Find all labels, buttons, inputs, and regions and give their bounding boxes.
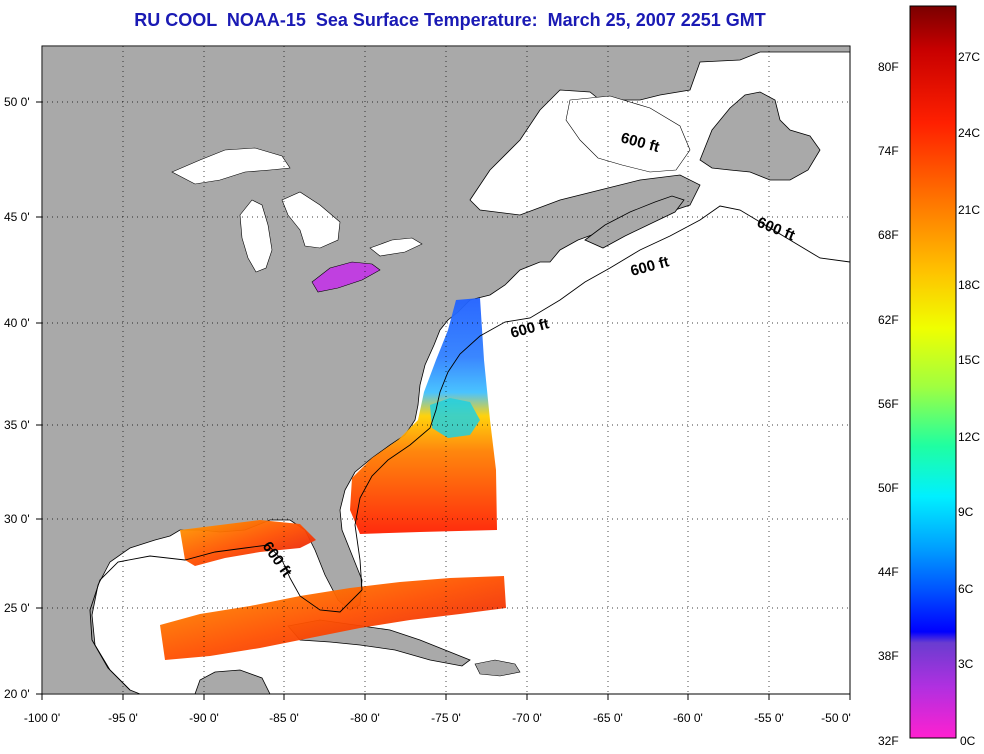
colorbar-celsius-label: 18C [958, 278, 980, 292]
colorbar-fahrenheit-label: 50F [878, 481, 899, 495]
yucatan-land [194, 669, 271, 694]
newfoundland-land [699, 91, 821, 181]
colorbar-fahrenheit-label: 74F [878, 144, 899, 158]
temperature-colorbar [909, 5, 957, 739]
latitude-label: 40 0' [4, 316, 30, 330]
longitude-label: -70 0' [512, 711, 542, 725]
colorbar-celsius-label: 6C [958, 582, 974, 596]
colorbar-celsius-label: 21C [958, 203, 980, 217]
hatteras-cool-pocket [430, 398, 480, 438]
lake-superior [171, 147, 291, 185]
colorbar-fahrenheit-label: 38F [878, 649, 899, 663]
longitude-label: -75 0' [431, 711, 461, 725]
longitude-label: -50 0' [821, 711, 851, 725]
longitude-label: -60 0' [673, 711, 703, 725]
lake-ontario [369, 237, 423, 257]
gulf-of-st-lawrence [565, 95, 691, 173]
map-geography [42, 46, 850, 694]
colorbar-fahrenheit-label: 32F [878, 734, 899, 748]
gulf-sst-swath [180, 520, 316, 566]
axis-ticks [36, 101, 851, 700]
latitude-label: 50 0' [4, 95, 30, 109]
colorbar-celsius-label: 12C [958, 430, 980, 444]
colorbar-celsius-label: 9C [958, 505, 974, 519]
longitude-label: -80 0' [350, 711, 380, 725]
colorbar-fahrenheit-label: 56F [878, 397, 899, 411]
lake-huron [281, 191, 341, 249]
longitude-label: -90 0' [189, 711, 219, 725]
colorbar-celsius-label: 24C [958, 126, 980, 140]
colorbar-celsius-label: 27C [958, 50, 980, 64]
hispaniola-land [474, 659, 521, 677]
caribbean-sst-swath [160, 576, 506, 660]
latitude-label: 30 0' [4, 512, 30, 526]
graticule [42, 46, 850, 694]
colorbar-fahrenheit-label: 62F [878, 313, 899, 327]
lake-erie [311, 261, 381, 293]
colorbar-celsius-label: 0C [960, 734, 976, 748]
colorbar-fahrenheit-label: 44F [878, 565, 899, 579]
longitude-label: -65 0' [593, 711, 623, 725]
longitude-label: -95 0' [108, 711, 138, 725]
longitude-label: -100 0' [24, 711, 60, 725]
atlantic-sst-swath [350, 298, 497, 534]
longitude-label: -55 0' [754, 711, 784, 725]
latitude-label: 35 0' [4, 418, 30, 432]
colorbar-celsius-label: 3C [958, 657, 974, 671]
map-title: RU COOL NOAA-15 Sea Surface Temperature:… [134, 10, 766, 30]
lake-michigan [239, 199, 273, 273]
longitude-label: -85 0' [269, 711, 299, 725]
nova-scotia-land [584, 195, 685, 249]
latitude-label: 20 0' [4, 687, 30, 701]
latitude-label: 25 0' [4, 601, 30, 615]
colorbar-fahrenheit-label: 80F [878, 60, 899, 74]
colorbar-celsius-label: 15C [958, 353, 980, 367]
colorbar-fahrenheit-label: 68F [878, 228, 899, 242]
latitude-label: 45 0' [4, 210, 30, 224]
isobath-600ft [89, 205, 850, 691]
